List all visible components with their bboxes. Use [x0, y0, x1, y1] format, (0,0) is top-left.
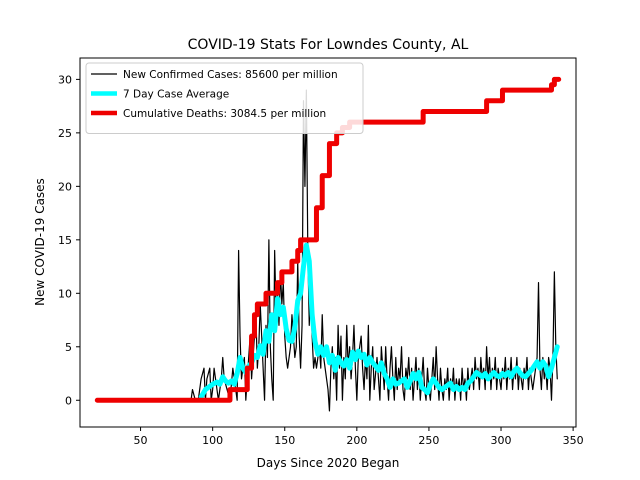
x-axis-label: Days Since 2020 Began: [257, 456, 400, 470]
legend: New Confirmed Cases: 85600 per million 7 …: [85, 62, 364, 134]
cumulative-deaths-line: [94, 76, 562, 403]
plot-area: [94, 76, 562, 412]
legend-entry-seven-day-average: 7 Day Case Average: [91, 89, 229, 101]
y-tick-label: 15: [58, 234, 72, 247]
y-tick-label: 10: [58, 287, 72, 300]
plot-frame: [79, 57, 577, 428]
y-tick-label: 20: [58, 180, 72, 193]
seven-day-average-line: [198, 242, 560, 400]
x-tick-label: 350: [563, 434, 584, 447]
legend-box: [85, 62, 364, 134]
axis-ticks: 50 100 150 200 250 300 350 0 5 10 15 20 25 30: [58, 73, 584, 447]
legend-label: 7 Day Case Average: [123, 89, 229, 101]
y-tick-label: 5: [65, 341, 72, 354]
x-tick-label: 150: [274, 434, 295, 447]
legend-entry-daily-cases: New Confirmed Cases: 85600 per million: [91, 69, 338, 81]
legend-entry-cumulative-deaths: Cumulative Deaths: 3084.5 per million: [91, 108, 326, 120]
x-tick-label: 100: [202, 434, 223, 447]
x-tick-label: 300: [491, 434, 512, 447]
y-tick-label: 30: [58, 73, 72, 86]
legend-label: New Confirmed Cases: 85600 per million: [123, 69, 338, 81]
y-axis-label: New COVID-19 Cases: [33, 178, 47, 306]
x-tick-label: 200: [346, 434, 367, 447]
x-tick-label: 50: [134, 434, 148, 447]
legend-label: Cumulative Deaths: 3084.5 per million: [123, 108, 326, 120]
x-tick-label: 250: [418, 434, 439, 447]
chart-title: COVID-19 Stats For Lowndes County, AL: [188, 37, 469, 53]
y-tick-label: 25: [58, 127, 72, 140]
y-tick-label: 0: [65, 394, 72, 407]
